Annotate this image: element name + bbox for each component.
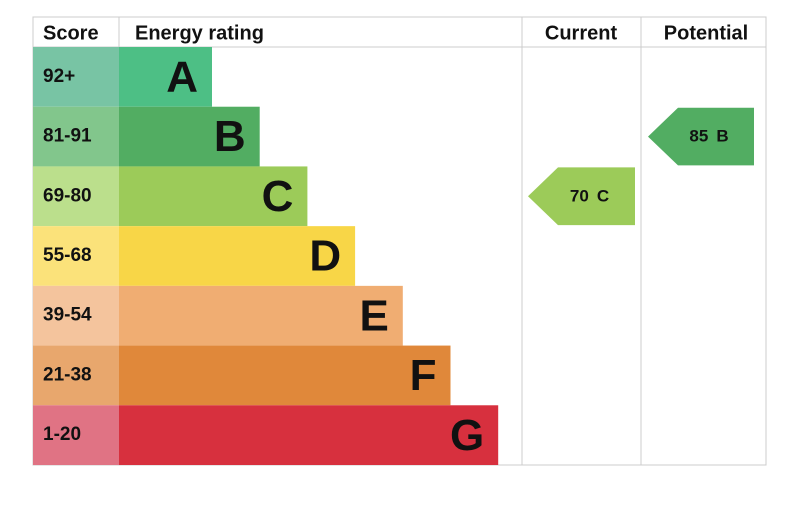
score-range: 69-80 xyxy=(43,185,92,206)
rating-bar xyxy=(119,166,308,227)
rating-letter: B xyxy=(214,112,246,161)
score-range: 39-54 xyxy=(43,305,92,326)
current-letter: C xyxy=(597,187,609,206)
score-cell xyxy=(33,285,119,346)
potential-letter: B xyxy=(716,127,728,146)
rating-bar xyxy=(119,226,356,286)
rating-letter: C xyxy=(262,172,294,221)
rating-bar xyxy=(119,345,451,406)
current-label: 70 C xyxy=(570,187,609,206)
rating-bar xyxy=(119,285,403,346)
score-range: 81-91 xyxy=(43,126,92,147)
header-score: Score xyxy=(43,22,99,44)
score-cell xyxy=(33,106,119,167)
current-arrow xyxy=(528,167,635,226)
score-cell xyxy=(33,226,119,286)
rating-bar xyxy=(119,405,499,465)
header-potential: Potential xyxy=(664,22,748,44)
rating-bar xyxy=(119,47,212,107)
score-cell xyxy=(33,47,119,107)
rating-letter: A xyxy=(166,52,198,101)
score-range: 55-68 xyxy=(43,245,92,266)
potential-label: 85 B xyxy=(689,127,728,146)
rating-letter: E xyxy=(359,291,388,340)
rating-letter: F xyxy=(410,351,437,400)
rating-bar xyxy=(119,106,260,167)
potential-arrow xyxy=(648,107,754,166)
rating-letter: G xyxy=(450,411,484,460)
rating-letter: D xyxy=(309,232,341,281)
current-value: 70 xyxy=(570,187,589,206)
header-rating: Energy rating xyxy=(135,22,264,44)
score-range: 92+ xyxy=(43,66,75,87)
score-cell xyxy=(33,345,119,406)
header-current: Current xyxy=(545,22,618,44)
score-cell xyxy=(33,166,119,227)
potential-value: 85 xyxy=(689,127,708,146)
score-cell xyxy=(33,405,119,465)
score-range: 1-20 xyxy=(43,424,81,445)
score-range: 21-38 xyxy=(43,364,92,385)
